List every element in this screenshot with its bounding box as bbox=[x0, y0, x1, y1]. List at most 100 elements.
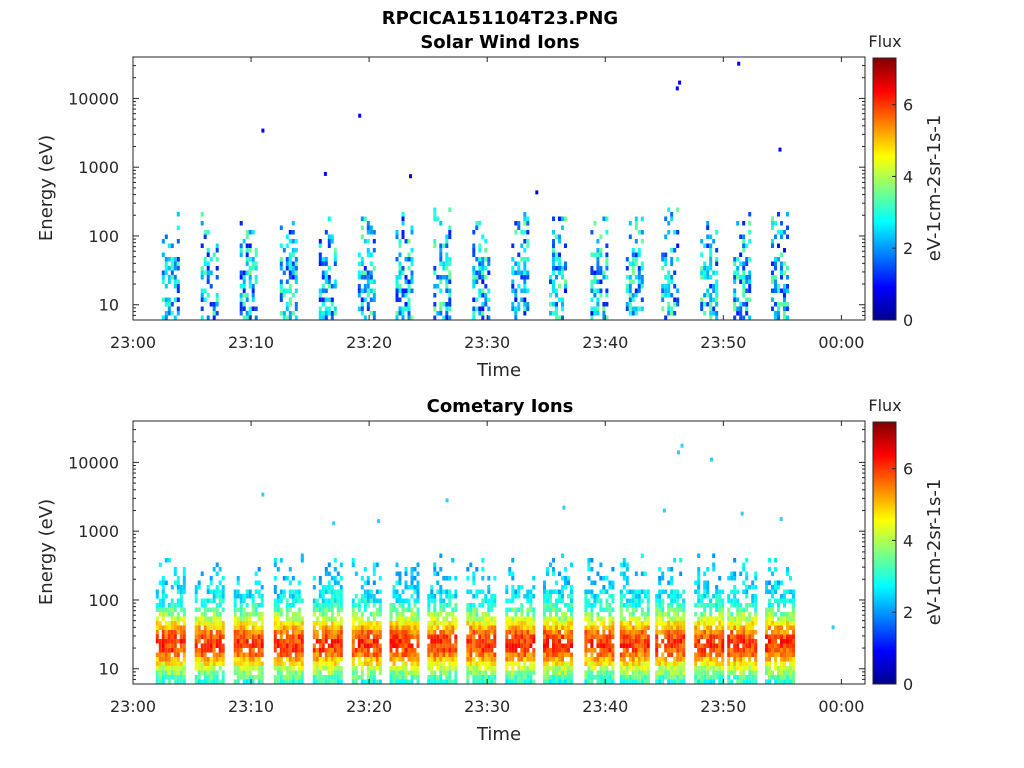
spectrogram-cell bbox=[158, 675, 162, 680]
spectrogram-cell bbox=[777, 288, 780, 293]
spectrogram-cell bbox=[475, 630, 479, 635]
spectrogram-cell bbox=[611, 679, 615, 684]
spectrogram-cell bbox=[605, 216, 609, 221]
spectrogram-cell bbox=[484, 675, 488, 680]
spectrogram-cell bbox=[357, 252, 361, 257]
spectrogram-cell bbox=[451, 630, 455, 635]
spectrogram-cell bbox=[646, 679, 650, 684]
spectrogram-cell bbox=[324, 230, 328, 235]
spectrogram-cell bbox=[570, 630, 573, 635]
spectrogram-cell bbox=[260, 634, 264, 639]
spectrogram-cell bbox=[682, 643, 686, 648]
spectrogram-cell bbox=[236, 580, 240, 585]
spectrogram-cell bbox=[786, 648, 789, 653]
spectrogram-cell bbox=[288, 607, 292, 612]
spectrogram-cell bbox=[366, 284, 370, 289]
spectrogram-cell bbox=[596, 270, 600, 275]
spectrogram-cell bbox=[395, 679, 399, 684]
spectrogram-cell bbox=[260, 652, 264, 657]
spectrogram-cell bbox=[357, 657, 361, 662]
spectrogram-cell bbox=[730, 670, 734, 675]
spectrogram-cell bbox=[679, 607, 683, 612]
spectrogram-cell bbox=[413, 616, 417, 621]
spectrogram-cell bbox=[478, 657, 482, 662]
spectrogram-cell bbox=[354, 679, 358, 684]
spectrogram-cell bbox=[285, 639, 289, 644]
spectrogram-cell bbox=[546, 594, 549, 599]
spectrogram-cell bbox=[279, 648, 283, 653]
spectrogram-cell bbox=[439, 589, 443, 594]
spectrogram-cell bbox=[505, 616, 509, 621]
spectrogram-cell bbox=[596, 297, 600, 302]
spectrogram-speck bbox=[831, 625, 835, 630]
spectrogram-cell bbox=[622, 639, 626, 644]
spectrogram-cell bbox=[667, 594, 671, 599]
spectrogram-cell bbox=[366, 225, 370, 230]
spectrogram-cell bbox=[410, 675, 414, 680]
spectrogram-cell bbox=[520, 257, 524, 262]
spectrogram-cell bbox=[251, 306, 255, 311]
spectrogram-cell bbox=[254, 621, 258, 626]
spectrogram-cell bbox=[487, 576, 491, 581]
spectrogram-cell bbox=[745, 666, 749, 671]
spectrogram-cell bbox=[182, 625, 186, 630]
spectrogram-cell bbox=[739, 234, 743, 239]
spectrogram-cell bbox=[664, 257, 668, 262]
spectrogram-cell bbox=[324, 661, 328, 666]
spectrogram-cell bbox=[279, 225, 283, 230]
spectrogram-cell bbox=[351, 675, 355, 680]
spectrogram-cell bbox=[748, 279, 752, 284]
spectrogram-cell bbox=[661, 679, 665, 684]
spectrogram-cell bbox=[318, 666, 322, 671]
spectrogram-cell bbox=[697, 585, 701, 590]
spectrogram-cell bbox=[481, 603, 485, 608]
spectrogram-cell bbox=[587, 639, 591, 644]
spectrogram-cell bbox=[279, 630, 283, 635]
spectrogram-cell bbox=[593, 675, 597, 680]
spectrogram-cell bbox=[357, 607, 361, 612]
spectrogram-cell bbox=[248, 679, 252, 684]
spectrogram-cell bbox=[658, 616, 662, 621]
spectrogram-cell bbox=[478, 288, 482, 293]
spectrogram-cell bbox=[777, 230, 780, 235]
spectrogram-cell bbox=[173, 580, 177, 585]
spectrogram-cell bbox=[206, 315, 210, 320]
spectrogram-cell bbox=[357, 625, 361, 630]
spectrogram-cell bbox=[505, 630, 509, 635]
spectrogram-cell bbox=[416, 675, 420, 680]
spectrogram-cell bbox=[634, 221, 638, 226]
spectrogram-cell bbox=[514, 639, 518, 644]
spectrogram-cell bbox=[733, 661, 737, 666]
spectrogram-cell bbox=[209, 284, 213, 289]
spectrogram-cell bbox=[427, 607, 431, 612]
spectrogram-cell bbox=[206, 248, 210, 253]
spectrogram-cell bbox=[439, 243, 443, 248]
spectrogram-cell bbox=[466, 670, 470, 675]
spectrogram-cell bbox=[754, 666, 758, 671]
spectrogram-cell bbox=[602, 643, 606, 648]
spectrogram-cell bbox=[593, 311, 597, 316]
spectrogram-cell bbox=[351, 562, 355, 567]
spectrogram-cell bbox=[721, 652, 725, 657]
spectrogram-cell bbox=[599, 657, 603, 662]
spectrogram-cell bbox=[789, 675, 792, 680]
spectrogram-cell bbox=[472, 630, 476, 635]
spectrogram-cell bbox=[552, 625, 555, 630]
spectrogram-cell bbox=[194, 666, 198, 671]
spectrogram-cell bbox=[736, 666, 740, 671]
spectrogram-cell bbox=[561, 297, 564, 302]
spectrogram-cell bbox=[233, 630, 237, 635]
spectrogram-cell bbox=[786, 639, 789, 644]
spectrogram-cell bbox=[410, 279, 414, 284]
spectrogram-cell bbox=[567, 679, 570, 684]
spectrogram-cell bbox=[312, 603, 316, 608]
spectrogram-cell bbox=[363, 643, 367, 648]
spectrogram-cell bbox=[378, 643, 382, 648]
spectrogram-cell bbox=[555, 302, 558, 307]
spectrogram-cell bbox=[605, 675, 609, 680]
spectrogram-cell bbox=[260, 621, 264, 626]
spectrogram-cell bbox=[218, 625, 222, 630]
spectrogram-cell bbox=[599, 652, 603, 657]
spectrogram-cell bbox=[682, 661, 686, 666]
spectrogram-cell bbox=[158, 603, 162, 608]
